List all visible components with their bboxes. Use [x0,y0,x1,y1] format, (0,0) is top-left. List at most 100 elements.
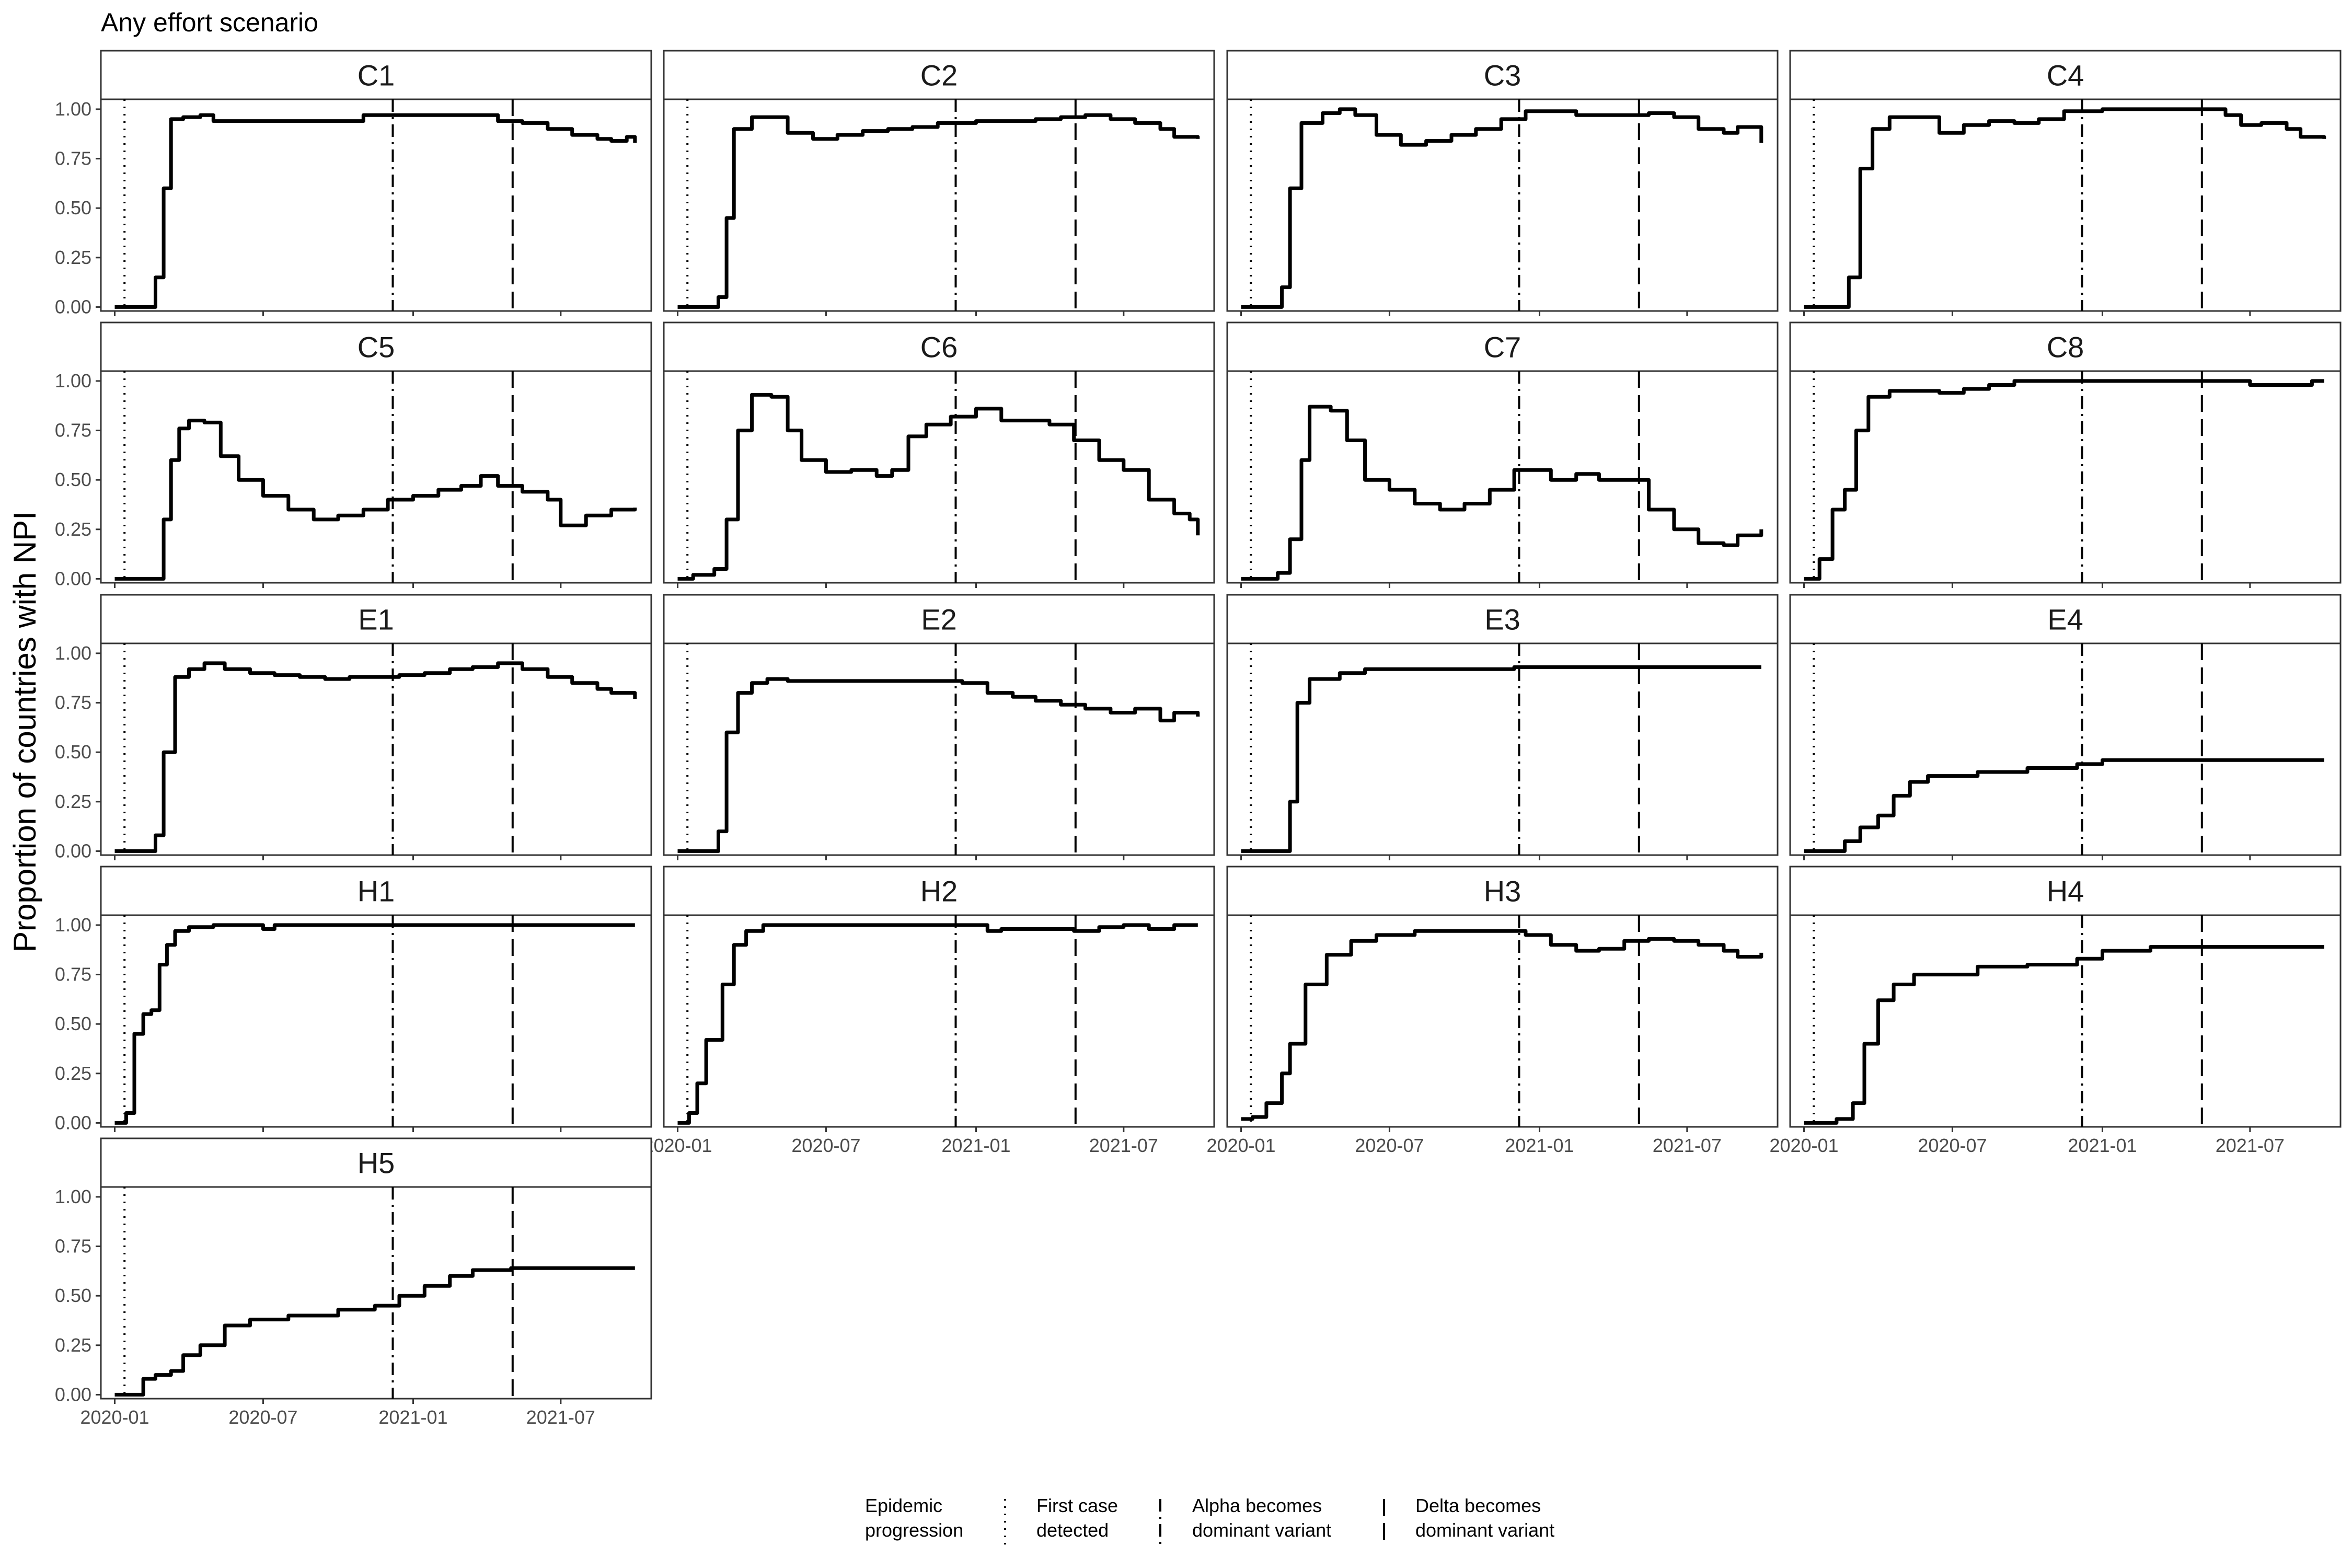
panel-strip-label: C1 [358,59,395,92]
series-line-h4 [1804,945,2324,1125]
y-tick-label: 1.00 [55,1186,91,1207]
panel-strip-label: C8 [2047,331,2084,364]
series-line-c5 [114,419,637,581]
panel-plot-area [663,642,1215,856]
panel-c3: C3 [1226,50,1779,316]
panel-h3: H3 2020-01 2020-07 2021-01 2021-07 [1206,866,1779,1156]
y-tick-label: 0.75 [55,1236,91,1257]
panel-strip-label: H2 [920,875,958,908]
legend-title: progression [865,1519,963,1541]
panel-strip [1789,50,2342,100]
y-tick-label: 0.50 [55,469,91,490]
panel-plot-area [1789,642,2342,856]
series-line-c3 [1241,107,1763,309]
panel-strip-label: E4 [2047,603,2083,636]
y-tick-label: 0.75 [55,420,91,441]
panel-h1: H1 0.00 0.25 0.50 0.75 1.00 [55,866,652,1133]
panel-strip [1226,866,1779,916]
y-tick-label: 0.25 [55,1334,91,1356]
panel-strip-label: C6 [920,331,958,364]
x-tick-label: 2020-07 [1918,1135,1987,1156]
panel-plot-area [1226,642,1779,856]
panel-c8: C8 [1789,321,2342,588]
x-tick-label: 2020-01 [1769,1135,1838,1156]
panel-c4: C4 [1789,50,2342,316]
panel-plot-area [1226,370,1779,584]
panel-plot-area [1789,370,2342,584]
x-tick-label: 2021-01 [378,1406,447,1428]
panel-c1: C1 0.00 0.25 0.50 0.75 1.00 [55,50,652,317]
panel-strip [663,50,1215,100]
series-line-e2 [677,677,1200,853]
y-tick-label: 0.00 [55,840,91,861]
panel-e2: E2 [663,594,1215,860]
series-line-c8 [1804,379,2324,581]
series-line-e1 [114,661,637,853]
x-tick-label: 2021-01 [2068,1135,2137,1156]
panel-c6: C6 [663,321,1215,588]
series-line-c4 [1804,107,2326,309]
panel-strip-label: C3 [1484,59,1521,92]
y-tick-label: 0.50 [55,1285,91,1306]
x-tick-label: 2021-07 [1653,1135,1722,1156]
legend-entry-label: detected [1036,1519,1109,1541]
legend-entry-label: Delta becomes [1415,1495,1541,1516]
panel-c5: C5 0.00 0.25 0.50 0.75 1.00 [55,321,652,589]
y-tick-label: 1.00 [55,642,91,664]
panel-e3: E3 [1226,594,1779,860]
y-tick-label: 1.00 [55,914,91,936]
legend-entry-label: dominant variant [1415,1519,1554,1541]
x-tick-label: 2021-01 [1505,1135,1574,1156]
panel-e1: E1 0.00 0.25 0.50 0.75 1.00 [55,594,652,861]
y-tick-label: 0.75 [55,148,91,169]
x-tick-label: 2020-07 [791,1135,860,1156]
panel-e4: E4 [1789,594,2342,860]
x-tick-label: 2020-01 [80,1406,149,1428]
chart-title: Any effort scenario [101,8,318,37]
y-tick-label: 0.00 [55,568,91,589]
x-tick-label: 2021-07 [1089,1135,1158,1156]
x-tick-label: 2020-01 [1206,1135,1275,1156]
panel-plot-area [100,98,652,312]
panel-strip-label: H4 [2047,875,2084,908]
x-tick-label: 2021-07 [2216,1135,2285,1156]
y-tick-label: 1.00 [55,98,91,120]
panel-plot-area [663,370,1215,584]
panel-strip-label: C2 [920,59,958,92]
panel-plot-area [1789,98,2342,312]
series-line-e4 [1804,758,2324,853]
x-tick-label: 2020-07 [228,1406,297,1428]
panel-strip-label: H1 [358,875,395,908]
y-tick-label: 0.50 [55,1013,91,1034]
series-line-h3 [1241,929,1763,1121]
legend-title: Epidemic [865,1495,942,1516]
panel-plot-area [100,914,652,1128]
series-line-c1 [114,113,637,309]
panel-h5: H5 0.00 0.25 0.50 0.75 1.00 2020-01 2020-07 2021… [55,1137,652,1428]
y-tick-label: 0.75 [55,964,91,985]
y-tick-label: 0.25 [55,1063,91,1084]
panel-strip [1789,321,2342,372]
panel-strip [1226,594,1779,644]
legend-entry-label: First case [1036,1495,1118,1516]
series-line-c2 [677,113,1200,309]
panel-strip [1226,50,1779,100]
legend-entry-label: Alpha becomes [1192,1495,1322,1516]
y-tick-label: 0.25 [55,791,91,812]
panel-plot-area [100,370,652,584]
panel-plot-area [663,98,1215,312]
y-tick-label: 0.50 [55,741,91,763]
series-line-h1 [114,923,635,1125]
y-tick-label: 0.00 [55,1383,91,1405]
panel-strip [663,594,1215,644]
panel-plot-area [100,642,652,856]
series-line-c7 [1241,405,1763,581]
panel-strip-label: E2 [921,603,957,636]
panel-strip [1789,866,2342,916]
panel-strip [1789,594,2342,644]
panel-plot-area [1226,914,1779,1128]
x-tick-label: 2020-01 [643,1135,712,1156]
panel-strip-label: H3 [1484,875,1521,908]
panel-c7: C7 [1226,321,1779,588]
